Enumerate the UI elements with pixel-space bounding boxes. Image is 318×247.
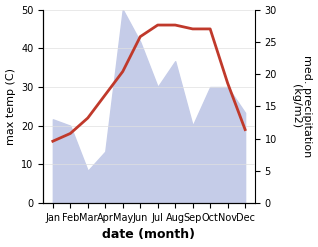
Y-axis label: med. precipitation
(kg/m2): med. precipitation (kg/m2)	[291, 55, 313, 158]
X-axis label: date (month): date (month)	[102, 228, 196, 242]
Y-axis label: max temp (C): max temp (C)	[5, 68, 16, 145]
